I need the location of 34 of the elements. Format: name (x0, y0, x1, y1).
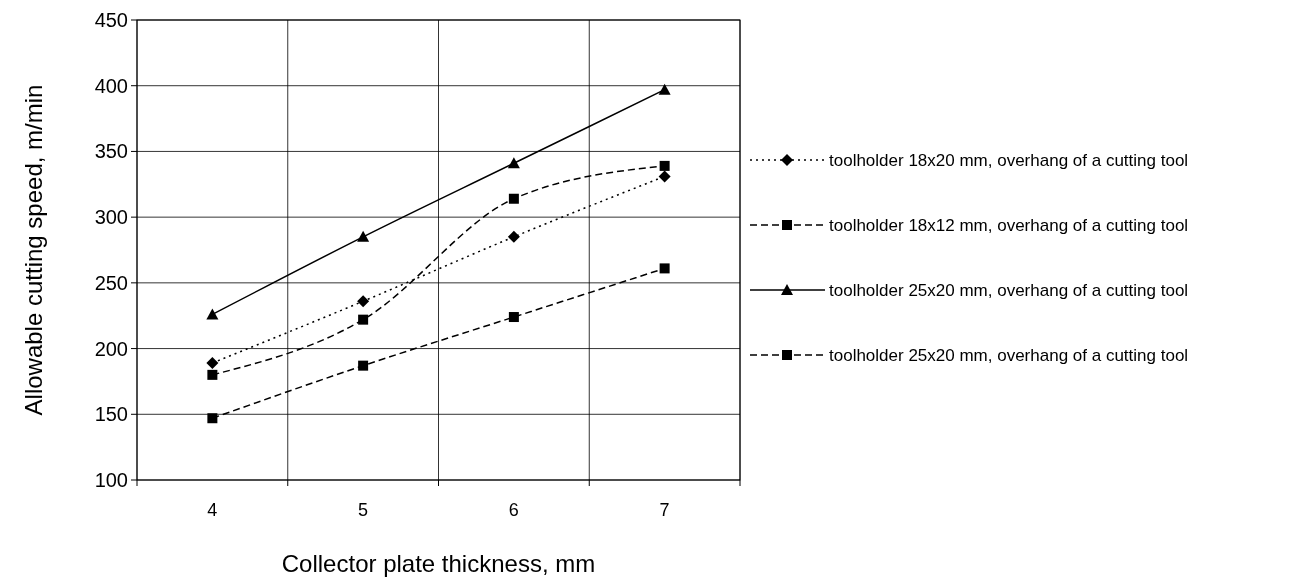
legend-label: toolholder 25x20 mm, overhang of a cutting tool (829, 345, 1189, 365)
y-tick-label: 150 (94, 403, 128, 426)
point (658, 170, 671, 183)
legend-label: toolholder 18x20 mm, overhang of a cutting tool (829, 150, 1189, 170)
y-axis-title: Allowable cutting speed, m/min (20, 84, 47, 416)
point (508, 312, 519, 323)
x-tick-label: 7 (659, 500, 670, 520)
point (357, 295, 370, 308)
y-tick-label: 100 (94, 469, 128, 491)
legend-label: toolholder 25x20 mm, overhang of a cutting tool (829, 280, 1189, 300)
point (507, 230, 520, 243)
y-tick-label: 400 (94, 74, 128, 97)
point (659, 160, 670, 171)
point (508, 193, 519, 204)
x-axis-title: Collector plate thickness, mm (281, 550, 596, 577)
point (358, 360, 369, 371)
point (507, 157, 520, 169)
x-tick-label: 4 (207, 500, 218, 520)
legend-label: toolholder 18x12 mm, overhang of a cutting tool (829, 215, 1189, 235)
point (658, 83, 671, 95)
y-tick-label: 450 (94, 9, 128, 31)
x-tick-label: 5 (358, 500, 369, 520)
point (358, 314, 369, 325)
y-tick-label: 250 (94, 271, 128, 294)
point (206, 308, 219, 320)
point (207, 413, 218, 424)
y-tick-label: 300 (94, 206, 128, 229)
point (206, 357, 219, 370)
point (357, 230, 370, 242)
y-tick-label: 200 (94, 337, 128, 360)
y-tick-label: 350 (94, 140, 128, 163)
point (207, 369, 218, 380)
point (659, 263, 670, 274)
x-tick-label: 6 (508, 500, 519, 520)
